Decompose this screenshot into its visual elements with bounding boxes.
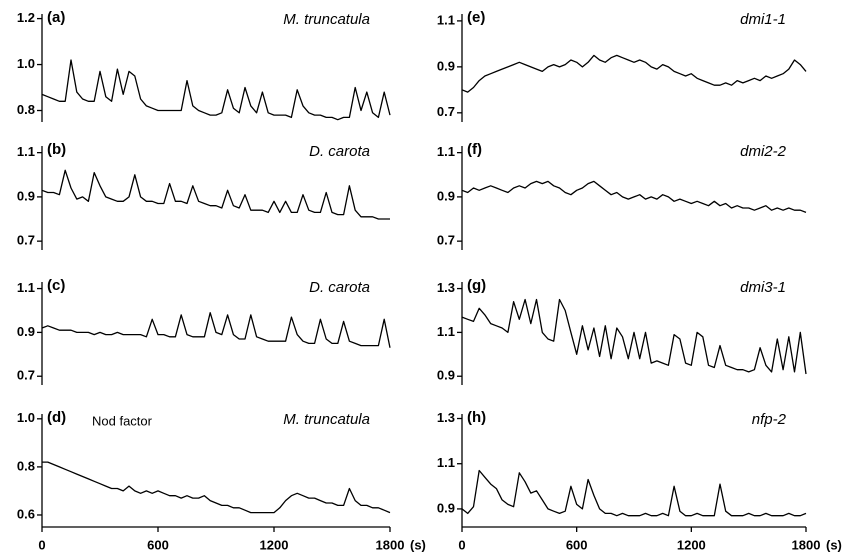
x-tick-label: 0	[458, 537, 465, 552]
panel-label: (d)	[47, 409, 66, 426]
y-tick-label: 1.1	[17, 144, 35, 159]
x-tick-label: 1800	[376, 537, 405, 552]
panel-title: dmi2-2	[740, 143, 787, 160]
y-tick-label: 1.1	[437, 324, 455, 339]
y-tick-label: 0.9	[437, 58, 455, 73]
y-tick-label: 0.9	[437, 188, 455, 203]
y-tick-label: 0.6	[17, 506, 35, 521]
panel-label: (h)	[467, 409, 486, 426]
trace	[41, 59, 391, 121]
y-tick-label: 0.7	[17, 233, 35, 248]
x-tick-label: 1200	[260, 537, 289, 552]
y-tick-label: 1.0	[17, 410, 35, 425]
x-axis-label: (s)	[826, 537, 842, 552]
x-tick-label: 600	[566, 537, 588, 552]
trace	[41, 169, 390, 220]
panel-label: (b)	[47, 141, 66, 158]
y-tick-label: 1.1	[17, 280, 35, 295]
panel-title: D. carota	[309, 279, 370, 296]
x-tick-label: 600	[147, 537, 169, 552]
trace	[41, 312, 391, 348]
y-tick-label: 0.9	[437, 368, 455, 383]
panel-title: dmi3-1	[740, 279, 786, 296]
panel-label: (c)	[47, 277, 65, 294]
y-tick-label: 1.1	[437, 455, 455, 470]
x-tick-label: 1800	[792, 537, 821, 552]
panel-label: (g)	[467, 277, 486, 294]
x-axis-label: (s)	[410, 537, 426, 552]
panel-title: dmi1-1	[740, 11, 786, 28]
annotation: Nod factor	[92, 413, 153, 428]
y-tick-label: 0.8	[17, 102, 35, 117]
trace	[42, 461, 391, 514]
panel-label: (f)	[467, 141, 482, 158]
trace	[461, 469, 807, 517]
y-tick-label: 0.7	[437, 104, 455, 119]
y-tick-label: 0.9	[17, 188, 35, 203]
y-tick-label: 1.2	[17, 10, 35, 25]
panel-title: M. truncatula	[283, 11, 370, 28]
trace	[461, 54, 807, 93]
x-tick-label: 0	[38, 537, 45, 552]
y-tick-label: 0.8	[17, 458, 35, 473]
y-tick-label: 1.1	[437, 144, 455, 159]
y-tick-label: 0.7	[17, 368, 35, 383]
trace	[461, 298, 807, 375]
y-tick-label: 1.3	[437, 280, 455, 295]
y-tick-label: 0.9	[17, 324, 35, 339]
y-tick-label: 0.7	[437, 233, 455, 248]
y-tick-label: 1.0	[17, 56, 35, 71]
y-tick-label: 0.9	[437, 500, 455, 515]
panel-title: M. truncatula	[283, 411, 370, 428]
panel-label: (e)	[467, 9, 485, 26]
panel-title: D. carota	[309, 143, 370, 160]
y-tick-label: 1.3	[437, 410, 455, 425]
x-tick-label: 1200	[677, 537, 706, 552]
panel-label: (a)	[47, 9, 65, 26]
panel-title: nfp-2	[752, 411, 787, 428]
trace	[461, 180, 807, 214]
y-tick-label: 1.1	[437, 12, 455, 27]
